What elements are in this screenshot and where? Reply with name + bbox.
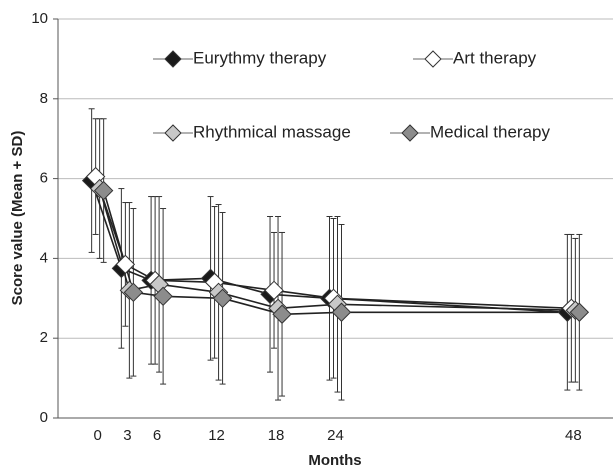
marker (264, 280, 284, 301)
x-tick-label: 6 (153, 427, 161, 444)
x-tick-label: 48 (565, 427, 582, 444)
marker (331, 302, 352, 322)
marker (123, 282, 144, 303)
y-tick-label: 10 (31, 10, 48, 27)
legend-marker (164, 124, 182, 142)
legend-marker (164, 50, 182, 68)
legend-label: Rhythmical massage (193, 122, 351, 141)
legend-label: Medical therapy (430, 122, 551, 141)
marker (115, 254, 136, 275)
y-tick-label: 4 (40, 249, 48, 266)
y-tick-label: 6 (40, 170, 48, 187)
legend-label: Art therapy (453, 48, 537, 67)
marker (93, 180, 114, 201)
x-axis-title: Months (308, 452, 361, 469)
y-tick-label: 2 (40, 329, 48, 346)
x-tick-label: 3 (123, 427, 131, 444)
x-tick-label: 18 (268, 427, 285, 444)
x-tick-label: 0 (93, 427, 101, 444)
marker (272, 304, 292, 324)
marker (153, 286, 173, 307)
x-tick-label: 24 (327, 427, 344, 444)
legend-label: Eurythmy therapy (193, 48, 327, 67)
y-tick-label: 0 (40, 409, 48, 426)
legend-marker (401, 124, 419, 142)
y-axis-title: Score value (Mean + SD) (9, 131, 26, 306)
marker (212, 288, 233, 309)
legend-marker (424, 50, 442, 68)
y-tick-label: 8 (40, 90, 48, 107)
marker (569, 302, 590, 322)
x-tick-label: 12 (208, 427, 225, 444)
